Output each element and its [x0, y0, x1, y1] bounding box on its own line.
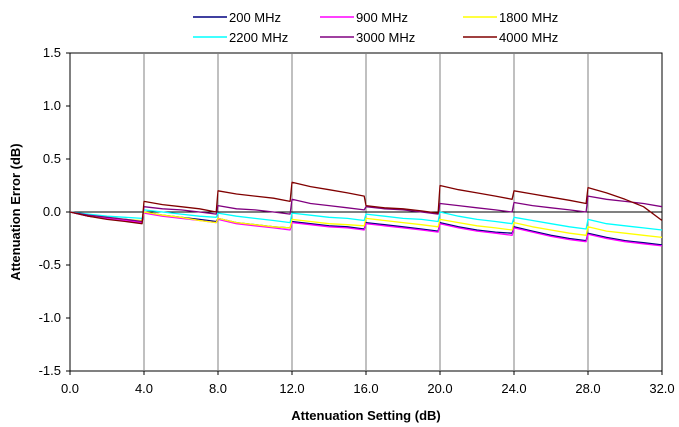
y-axis-ticks: 1.5 1.0 0.5 0.0 -0.5 -1.0 -1.5: [39, 45, 70, 378]
y-tick-label: 1.5: [43, 45, 61, 60]
x-axis-title: Attenuation Setting (dB): [291, 408, 440, 423]
x-tick-label: 16.0: [353, 381, 378, 396]
legend-label: 1800 MHz: [499, 10, 558, 25]
legend-label: 2200 MHz: [229, 30, 288, 45]
y-tick-label: 0.5: [43, 151, 61, 166]
legend: 200 MHz 900 MHz 1800 MHz 2200 MHz 3000 MHz 40…: [193, 10, 558, 45]
series-line-2200-mhz: [69, 209, 663, 231]
series-group: [69, 181, 663, 247]
y-tick-label: -0.5: [39, 257, 61, 272]
legend-label: 200 MHz: [229, 10, 281, 25]
legend-label: 4000 MHz: [499, 30, 558, 45]
x-tick-label: 24.0: [501, 381, 526, 396]
series-line-900-mhz: [69, 211, 663, 247]
legend-label: 3000 MHz: [356, 30, 415, 45]
y-tick-label: -1.0: [39, 310, 61, 325]
x-tick-label: 12.0: [279, 381, 304, 396]
y-tick-label: 1.0: [43, 98, 61, 113]
series-line-1800-mhz: [69, 211, 663, 239]
x-tick-label: 0.0: [61, 381, 79, 396]
x-tick-label: 20.0: [427, 381, 452, 396]
series-line-4000-mhz: [69, 181, 663, 225]
legend-label: 900 MHz: [356, 10, 408, 25]
y-tick-label: -1.5: [39, 363, 61, 378]
x-tick-label: 8.0: [209, 381, 227, 396]
x-tick-label: 28.0: [575, 381, 600, 396]
y-tick-label: 0.0: [43, 204, 61, 219]
x-tick-label: 32.0: [649, 381, 674, 396]
x-tick-label: 4.0: [135, 381, 153, 396]
series-line-3000-mhz: [69, 195, 663, 223]
y-axis-title: Attenuation Error (dB): [8, 143, 23, 280]
x-axis-ticks: 0.0 4.0 8.0 12.0 16.0 20.0 24.0 28.0 32.0: [61, 371, 675, 396]
